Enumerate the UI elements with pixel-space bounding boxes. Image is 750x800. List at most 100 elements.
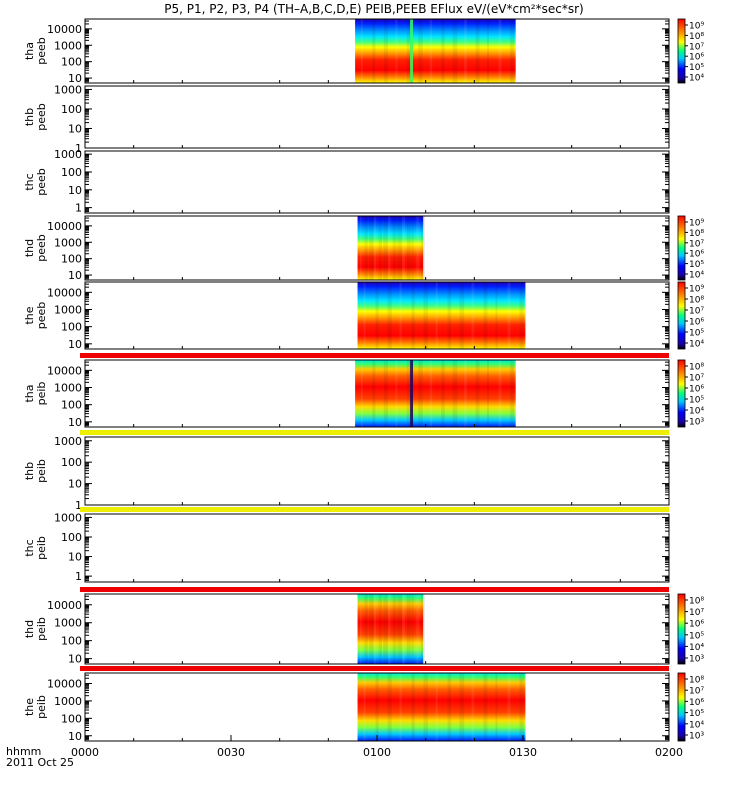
y-axis-species-label: peib xyxy=(35,382,48,406)
y-tick-label: 10000 xyxy=(47,599,82,612)
x-tick-label: 0200 xyxy=(655,746,683,759)
colorbar-tick-label: 10⁶ xyxy=(689,318,704,328)
spectrogram-texture xyxy=(359,216,362,280)
colorbar xyxy=(677,215,686,281)
panel-thb-peib: 1 10 100 1000 thb peib xyxy=(23,430,670,512)
spectrogram-texture xyxy=(418,360,423,427)
colorbar-tick-label: 10⁹ xyxy=(689,285,704,295)
spectrogram-texture xyxy=(452,360,458,427)
y-tick-label: 10 xyxy=(68,122,82,135)
spectrogram-texture xyxy=(360,19,363,83)
y-tick-label: 10 xyxy=(68,269,82,282)
panel-thc-peib: 1 10 100 1000 thc peib xyxy=(23,507,670,583)
spectrogram-texture xyxy=(495,673,498,741)
spectrogram-texture xyxy=(373,216,377,280)
y-tick-label: 10000 xyxy=(47,23,82,36)
spectrogram-data xyxy=(357,594,424,664)
colorbar-tick-label: 10⁴ xyxy=(689,407,704,417)
panel-frame xyxy=(84,593,670,665)
spectrogram-texture xyxy=(519,673,524,741)
y-axis-probe-label: tha xyxy=(23,42,36,60)
y-axis-species-label: peib xyxy=(35,617,48,641)
y-axis-species-label: peeb xyxy=(35,168,48,196)
colorbar-tick-label: 10⁴ xyxy=(689,74,704,84)
spectrogram-texture xyxy=(375,673,379,741)
y-axis-probe-label: thb xyxy=(23,108,36,126)
spectrogram-texture xyxy=(475,19,480,83)
y-tick-label: 100 xyxy=(61,531,82,544)
mode-bar-red xyxy=(80,353,669,358)
spectrogram-texture xyxy=(487,360,490,427)
y-tick-label: 1 xyxy=(75,142,82,155)
spectrogram-texture xyxy=(475,360,480,427)
y-tick-label: 1000 xyxy=(54,617,82,630)
y-axis-probe-label: thd xyxy=(23,239,36,257)
colorbar-tick-label: 10⁴ xyxy=(689,720,704,730)
spectrogram-texture xyxy=(441,19,445,83)
mode-bar-yellow xyxy=(80,507,669,512)
y-tick-label: 10000 xyxy=(47,364,82,377)
colorbar-tick-label: 10⁴ xyxy=(689,340,704,350)
spectrogram-texture xyxy=(406,19,411,83)
spectrogram-texture xyxy=(435,673,439,741)
spectrogram-texture xyxy=(420,216,426,280)
colorbar-tick-label: 10⁸ xyxy=(689,296,704,306)
y-tick-label: 100 xyxy=(61,712,82,725)
spectrogram-texture xyxy=(378,216,383,280)
spectrogram-texture xyxy=(383,360,388,427)
spectrogram-texture xyxy=(383,216,388,280)
colorbar xyxy=(677,18,686,84)
spectrogram-texture xyxy=(402,594,405,664)
y-tick-label: 10 xyxy=(68,551,82,564)
y-tick-label: 10000 xyxy=(47,677,82,690)
mode-bar-yellow xyxy=(80,430,669,435)
panel-frame xyxy=(84,436,670,506)
colorbar-tick-label: 10⁹ xyxy=(689,22,704,32)
y-axis-species-label: peeb xyxy=(35,37,48,65)
y-axis-probe-label: thb xyxy=(23,462,36,480)
panel-frame xyxy=(84,150,670,214)
spectrogram-texture xyxy=(406,360,411,427)
y-axis-species-label: peeb xyxy=(35,234,48,262)
panel-thc-peeb: 1 10 100 1000 thc peeb xyxy=(23,148,670,215)
spectrogram-texture xyxy=(411,282,415,349)
spectrogram-texture xyxy=(399,282,402,349)
spectrogram-texture xyxy=(395,19,398,83)
spectrogram-texture xyxy=(498,360,502,427)
colorbar-tick-label: 10⁵ xyxy=(689,329,704,339)
y-tick-label: 1000 xyxy=(54,511,82,524)
spectrogram-texture xyxy=(418,19,423,83)
y-tick-label: 10000 xyxy=(47,220,82,233)
y-tick-label: 100 xyxy=(61,166,82,179)
colorbar-tick-label: 10⁷ xyxy=(689,374,704,384)
y-axis-species-label: peeb xyxy=(35,103,48,131)
spectrogram-texture xyxy=(498,19,502,83)
y-tick-label: 1000 xyxy=(54,39,82,52)
colorbar-tick-label: 10⁷ xyxy=(689,687,704,697)
y-tick-label: 10000 xyxy=(47,286,82,299)
spectrogram-data xyxy=(355,360,516,427)
spectrogram-texture xyxy=(388,216,391,280)
panel-frame xyxy=(84,281,670,350)
spectrogram-texture xyxy=(509,360,515,427)
y-tick-label: 1 xyxy=(75,499,82,512)
spectrogram-texture xyxy=(416,594,420,664)
y-axis-probe-label: the xyxy=(23,306,36,324)
spectrogram-texture xyxy=(423,282,428,349)
spectrogram-texture xyxy=(447,673,452,741)
colorbar-tick-label: 10⁵ xyxy=(689,709,704,719)
spectrogram-texture xyxy=(459,673,465,741)
spectrogram-texture xyxy=(411,216,414,280)
spectrogram-texture xyxy=(392,594,397,664)
y-axis-species-label: peib xyxy=(35,695,48,719)
spectrogram-texture xyxy=(411,594,414,664)
y-tick-label: 100 xyxy=(61,456,82,469)
colorbar-tick-label: 10⁸ xyxy=(689,32,704,42)
spectrogram-texture xyxy=(363,282,366,349)
y-tick-label: 100 xyxy=(61,321,82,334)
colorbar-tick-label: 10⁸ xyxy=(689,597,704,607)
